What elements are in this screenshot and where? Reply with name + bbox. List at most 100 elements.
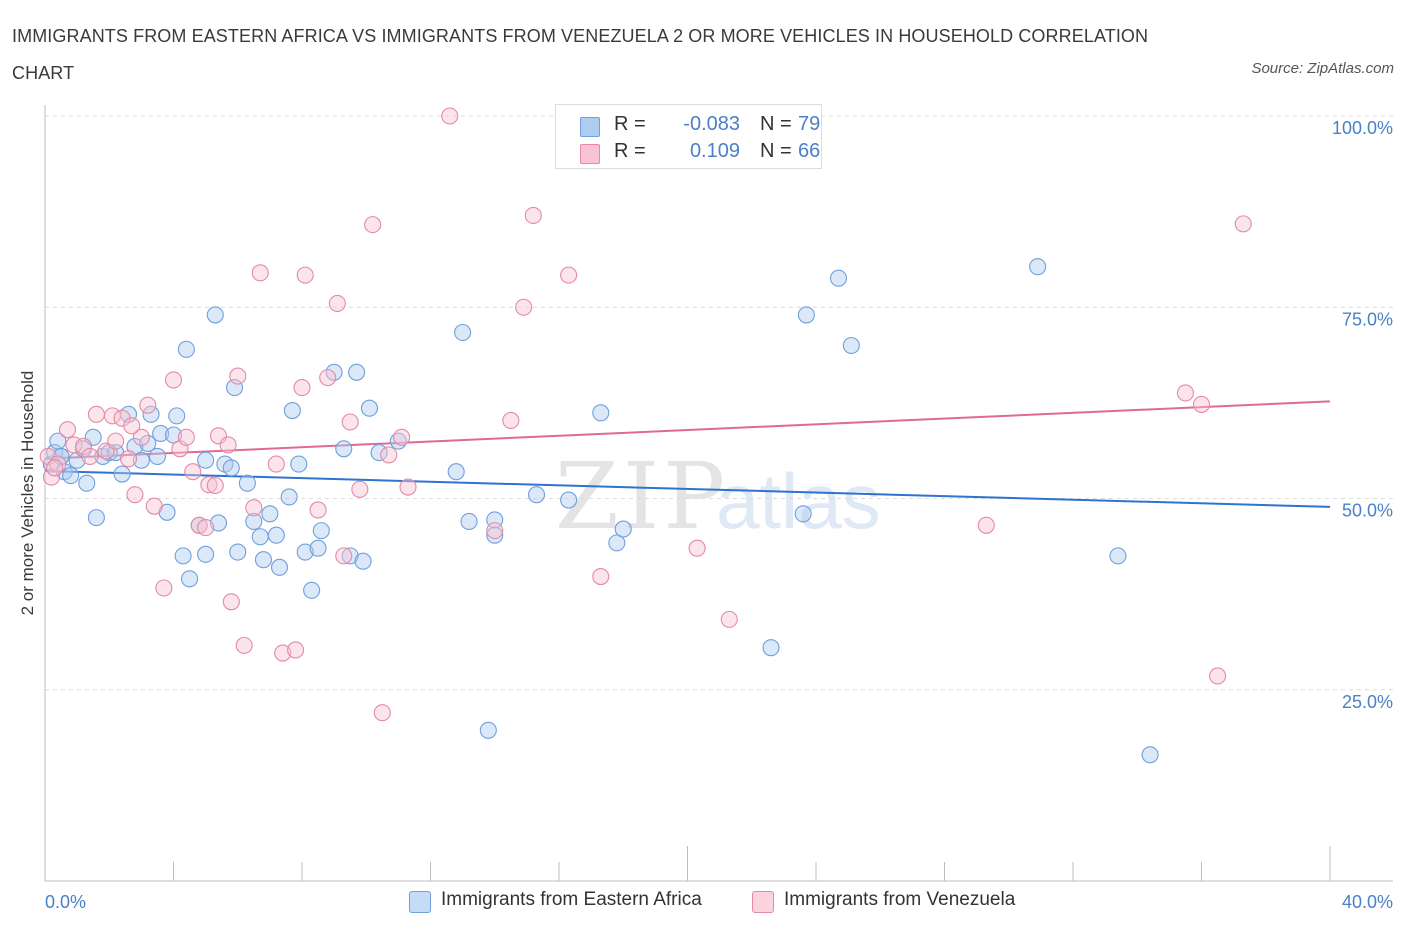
point-eastern-africa — [254, 551, 273, 569]
point-eastern-africa — [238, 474, 256, 492]
point-venezuela — [219, 436, 237, 454]
point-eastern-africa — [335, 440, 353, 458]
y-axis-label: 2 or more Vehicles in Household — [18, 371, 37, 616]
point-venezuela — [126, 486, 144, 504]
point-eastern-africa — [614, 520, 632, 538]
point-eastern-africa — [460, 512, 478, 531]
point-venezuela — [560, 266, 578, 284]
point-venezuela — [309, 501, 327, 519]
legend-series-label: Immigrants from Venezuela — [784, 889, 1016, 910]
point-eastern-africa — [174, 547, 192, 565]
point-venezuela — [206, 476, 224, 495]
point-eastern-africa — [197, 545, 215, 563]
legend-r-value: 0.109 — [689, 140, 740, 162]
point-venezuela — [81, 447, 99, 465]
point-venezuela — [87, 405, 105, 423]
point-eastern-africa — [486, 526, 504, 544]
point-eastern-africa — [797, 306, 815, 324]
point-eastern-africa — [261, 505, 279, 523]
point-venezuela — [155, 579, 173, 597]
point-eastern-africa — [245, 512, 263, 531]
point-eastern-africa — [447, 463, 465, 481]
legend-n-label: N = — [760, 113, 792, 135]
point-venezuela — [139, 396, 157, 414]
point-venezuela — [251, 264, 269, 282]
point-eastern-africa — [280, 488, 298, 506]
watermark-zip: ZIP — [555, 443, 729, 550]
trend-line-eastern-africa — [44, 469, 1331, 508]
legend-swatch-pink — [752, 891, 774, 913]
point-eastern-africa — [1141, 746, 1159, 764]
point-eastern-africa — [177, 340, 195, 358]
point-eastern-africa — [229, 543, 247, 561]
data-points — [39, 107, 1252, 764]
legend-n-label: N = — [760, 140, 792, 162]
point-eastern-africa — [527, 486, 546, 504]
point-venezuela — [977, 516, 995, 534]
point-venezuela — [296, 266, 314, 284]
point-eastern-africa — [762, 639, 780, 657]
point-eastern-africa — [312, 522, 330, 540]
point-venezuela — [200, 476, 218, 494]
point-venezuela — [229, 367, 247, 385]
point-venezuela — [1192, 395, 1211, 413]
point-venezuela — [274, 644, 292, 662]
point-venezuela — [373, 704, 391, 722]
point-eastern-africa — [309, 539, 327, 557]
point-eastern-africa — [608, 534, 626, 552]
point-venezuela — [58, 421, 77, 439]
point-eastern-africa — [303, 581, 321, 599]
point-eastern-africa — [113, 465, 131, 483]
point-eastern-africa — [1109, 547, 1127, 565]
legend-r-value: -0.083 — [683, 113, 740, 135]
point-venezuela — [1176, 384, 1194, 402]
point-eastern-africa — [348, 363, 366, 381]
point-venezuela — [515, 298, 533, 316]
point-eastern-africa — [560, 491, 578, 509]
point-eastern-africa — [168, 407, 186, 425]
point-venezuela — [341, 413, 359, 431]
point-venezuela — [328, 294, 346, 312]
point-eastern-africa — [842, 336, 860, 355]
point-eastern-africa — [592, 404, 610, 422]
point-eastern-africa — [197, 451, 215, 469]
point-venezuela — [1209, 667, 1227, 685]
point-venezuela — [123, 417, 141, 435]
y-tick-label: 50.0% — [1342, 501, 1393, 521]
point-eastern-africa — [206, 306, 224, 324]
point-eastern-africa — [454, 323, 472, 342]
legend-r-label: R = — [614, 113, 646, 135]
point-venezuela — [132, 428, 150, 446]
point-eastern-africa — [283, 401, 301, 420]
point-venezuela — [245, 499, 263, 517]
point-eastern-africa — [164, 426, 183, 444]
y-tick-label: 75.0% — [1342, 309, 1393, 329]
point-eastern-africa — [1029, 258, 1047, 276]
point-venezuela — [486, 522, 504, 540]
point-venezuela — [287, 641, 305, 659]
y-tick-labels: 25.0% 50.0% 75.0% 100.0% — [1332, 118, 1393, 712]
point-venezuela — [177, 428, 195, 446]
point-eastern-africa — [181, 570, 199, 588]
point-eastern-africa — [829, 269, 848, 287]
point-venezuela — [380, 446, 398, 464]
point-venezuela — [351, 480, 369, 498]
trend-line-venezuela — [44, 400, 1331, 460]
point-eastern-africa — [794, 505, 812, 523]
point-venezuela — [119, 450, 138, 468]
point-venezuela — [524, 206, 542, 224]
point-venezuela — [592, 567, 610, 586]
point-eastern-africa — [290, 455, 308, 473]
point-venezuela — [46, 459, 64, 477]
point-venezuela — [107, 432, 125, 450]
point-eastern-africa — [132, 451, 150, 469]
point-eastern-africa — [87, 509, 105, 527]
point-venezuela — [267, 455, 285, 473]
legend-n-value: 79 — [798, 113, 821, 135]
point-eastern-africa — [341, 547, 359, 565]
y-tick-label: 100.0% — [1332, 118, 1393, 138]
point-eastern-africa — [222, 459, 240, 477]
legend-r-label: R = — [614, 140, 646, 162]
point-venezuela — [364, 216, 382, 234]
